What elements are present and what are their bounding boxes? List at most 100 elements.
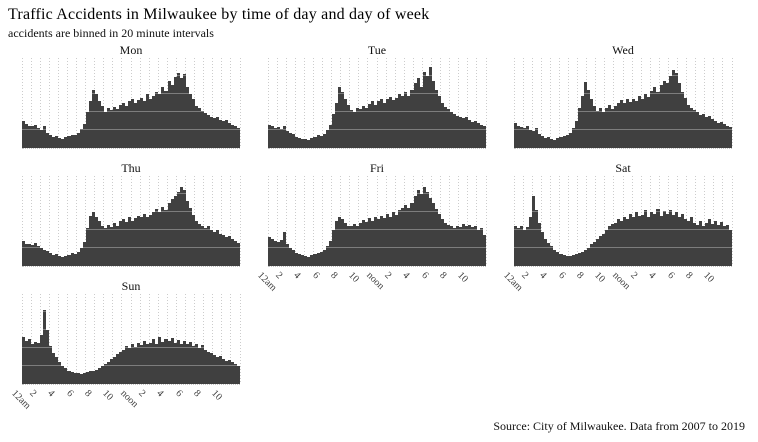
- gridline-vertical: [731, 176, 733, 266]
- facet-title-thu: Thu: [121, 161, 141, 175]
- histogram-bar: [176, 73, 180, 148]
- histogram-bar: [677, 83, 681, 148]
- histogram-bar: [474, 121, 478, 148]
- histogram-bar: [358, 222, 362, 266]
- gridline-vertical: [713, 58, 715, 148]
- histogram-bar: [161, 341, 165, 384]
- histogram-bar: [73, 135, 77, 148]
- x-axis-tick-label: 6: [309, 270, 322, 282]
- gridline-vertical: [103, 58, 105, 148]
- histogram-bar: [568, 132, 572, 148]
- histogram-bar: [380, 215, 384, 266]
- gridline-vertical: [577, 58, 579, 148]
- histogram-bar: [115, 109, 119, 148]
- histogram-bar: [422, 186, 426, 266]
- histogram-bar: [404, 92, 408, 148]
- histogram-bar: [40, 130, 44, 148]
- histogram-bar: [219, 356, 223, 384]
- gridline-horizontal: [514, 75, 732, 76]
- x-axis-tick-label: 4: [154, 388, 166, 400]
- histogram-bar: [234, 240, 238, 266]
- histogram-bar: [79, 129, 83, 148]
- histogram-bar: [61, 257, 65, 266]
- histogram-bar: [529, 216, 533, 266]
- x-axis-tick-label: 2: [136, 388, 148, 400]
- histogram-bar: [137, 215, 141, 266]
- histogram-bar: [374, 216, 378, 266]
- gridline-vertical: [522, 58, 524, 148]
- histogram-bar: [149, 214, 153, 266]
- histogram-bar: [638, 95, 642, 148]
- histogram-bar: [550, 139, 554, 148]
- histogram-bar: [620, 221, 624, 266]
- histogram-bar: [413, 83, 417, 148]
- histogram-bar: [85, 112, 89, 148]
- histogram-bar: [440, 219, 444, 266]
- gridline-horizontal: [22, 111, 240, 112]
- facet-panel-mon: [21, 58, 241, 149]
- gridline-horizontal: [22, 129, 240, 130]
- histogram-bar: [82, 123, 86, 148]
- histogram-bar: [635, 212, 639, 266]
- histogram-bar: [547, 242, 551, 266]
- gridline-horizontal: [22, 311, 240, 312]
- histogram-bar: [28, 244, 32, 266]
- gridline-vertical: [66, 176, 68, 266]
- histogram-bar: [425, 192, 429, 266]
- gridline-vertical: [322, 176, 323, 266]
- histogram-bar: [134, 103, 138, 148]
- histogram-bar: [283, 125, 287, 148]
- histogram-bar: [149, 342, 153, 384]
- histogram-bar: [374, 104, 378, 148]
- histogram-bar: [28, 125, 32, 148]
- histogram-bar: [128, 348, 132, 384]
- gridline-vertical: [85, 176, 87, 266]
- histogram-bar: [331, 230, 335, 266]
- histogram-bar: [704, 222, 708, 266]
- histogram-bar: [112, 106, 116, 148]
- histogram-bar: [203, 349, 207, 384]
- histogram-bar: [158, 337, 162, 384]
- histogram-bar: [662, 211, 666, 266]
- histogram-bar: [52, 255, 56, 266]
- gridline-vertical: [221, 58, 223, 148]
- histogram-bar: [22, 337, 26, 384]
- histogram-bar: [176, 339, 180, 384]
- histogram-bar: [671, 69, 675, 148]
- gridline-vertical: [112, 294, 114, 384]
- gridline-vertical: [267, 58, 269, 148]
- histogram-bar: [547, 137, 551, 148]
- histogram-bar: [532, 130, 536, 148]
- gridline-horizontal: [268, 193, 486, 194]
- x-axis-tick-label: 10: [346, 270, 361, 285]
- histogram-bar: [125, 105, 129, 148]
- histogram-bar: [607, 226, 611, 266]
- histogram-bar: [352, 223, 356, 266]
- histogram-bar: [91, 370, 95, 384]
- x-axis-tick-label: 10: [100, 388, 115, 403]
- histogram-bar: [714, 121, 718, 148]
- gridline-horizontal: [514, 247, 732, 248]
- histogram-bar: [589, 98, 593, 148]
- x-axis-tick-label: 8: [436, 270, 449, 282]
- facet-panel-wed: [513, 58, 733, 149]
- histogram-bar: [659, 215, 663, 266]
- histogram-bar: [58, 256, 62, 266]
- histogram-bar: [167, 81, 171, 148]
- gridline-vertical: [203, 58, 205, 148]
- histogram-bar: [37, 246, 41, 266]
- histogram-bar: [592, 241, 596, 266]
- histogram-bar: [231, 362, 235, 384]
- histogram-bar: [182, 74, 186, 148]
- histogram-bar: [203, 228, 207, 266]
- histogram-bar: [206, 225, 210, 266]
- histogram-bar: [352, 112, 356, 148]
- gridline-horizontal: [22, 347, 240, 348]
- histogram-bar: [316, 253, 320, 266]
- histogram-bar: [383, 103, 387, 148]
- histogram-bar: [155, 92, 159, 148]
- histogram-bar: [216, 357, 220, 384]
- gridline-vertical: [358, 176, 360, 266]
- histogram-bar: [559, 254, 563, 266]
- histogram-bar: [583, 249, 587, 266]
